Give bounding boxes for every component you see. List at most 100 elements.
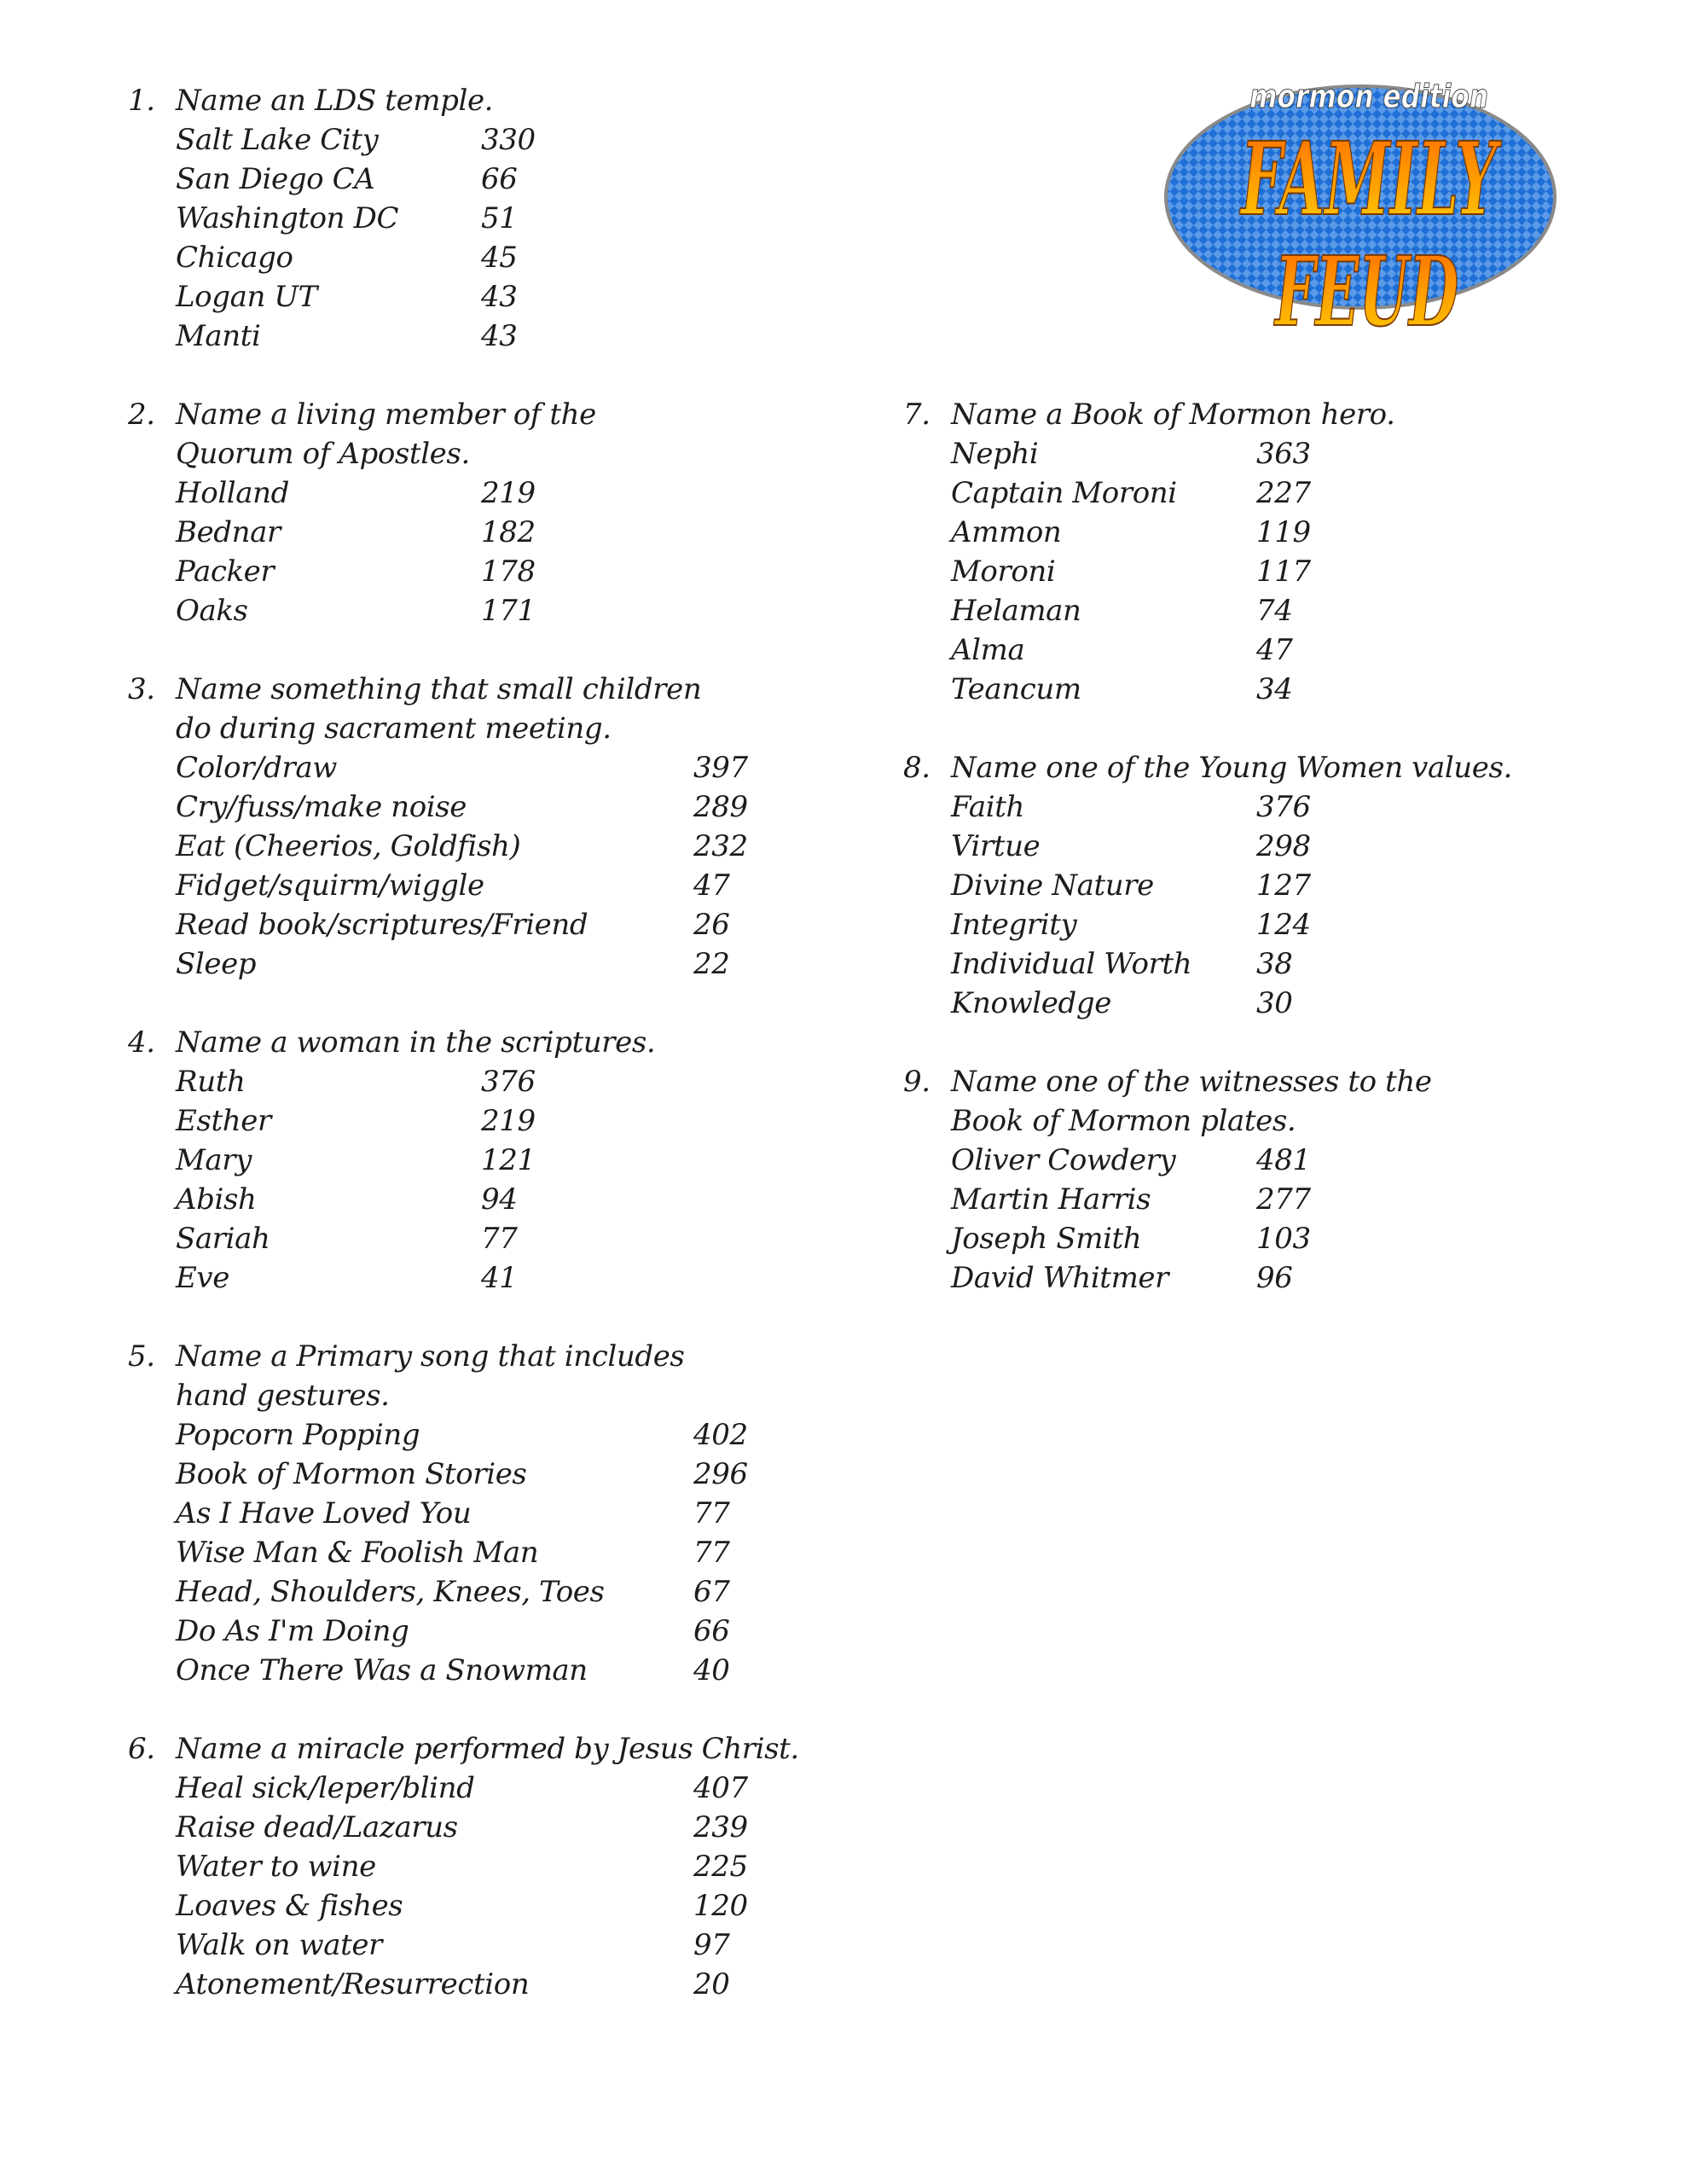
answer-row: Fidget/squirm/wiggle 47 <box>128 866 896 905</box>
answer-points: 120 <box>693 1889 748 1923</box>
answer-text: Joseph Smith <box>951 1222 1142 1256</box>
answer-row: Esther 219 <box>128 1101 896 1141</box>
question-number: 4. <box>128 1025 155 1060</box>
answer-points: 22 <box>693 947 730 981</box>
answer-text: San Diego CA <box>176 162 375 196</box>
answer-text: Wise Man & Foolish Man <box>176 1536 539 1570</box>
answer-text: Holland <box>176 476 290 510</box>
question-number: 9. <box>903 1065 930 1099</box>
question-line: 8. Name one of the Young Women values. <box>903 748 1654 787</box>
answer-text: Alma <box>951 633 1025 667</box>
answer-row: Mary 121 <box>128 1141 896 1180</box>
question-text: Name an LDS temple. <box>176 84 494 118</box>
question-line: 1. Name an LDS temple. <box>128 81 896 120</box>
question-number: 2. <box>128 398 155 432</box>
answer-row: Integrity 124 <box>903 905 1654 944</box>
question-block: 2. Name a living member of the Quorum of A… <box>128 395 896 630</box>
answer-text: Oaks <box>176 594 248 628</box>
answer-text: Ammon <box>951 515 1062 549</box>
question-line: hand gestures. <box>128 1376 896 1415</box>
answer-points: 289 <box>693 790 748 824</box>
question-line: Quorum of Apostles. <box>128 434 896 473</box>
question-block: 6. Name a miracle performed by Jesus Chri… <box>128 1729 896 2004</box>
answer-row: Packer 178 <box>128 552 896 591</box>
answer-row: Nephi 363 <box>903 434 1654 473</box>
answer-points: 77 <box>693 1496 730 1531</box>
answer-row: Holland 219 <box>128 473 896 513</box>
answer-row: Eve 41 <box>128 1258 896 1298</box>
answer-points: 178 <box>481 555 536 589</box>
question-line: 5. Name a Primary song that includes <box>128 1337 896 1376</box>
answer-text: Walk on water <box>176 1928 382 1962</box>
answer-points: 77 <box>481 1222 518 1256</box>
answer-row: Loaves & fishes 120 <box>128 1886 896 1926</box>
answer-text: Packer <box>176 555 275 589</box>
answer-row: Oaks 171 <box>128 591 896 630</box>
answer-points: 225 <box>693 1850 748 1884</box>
answer-text: Head, Shoulders, Knees, Toes <box>176 1575 605 1609</box>
answer-points: 277 <box>1256 1182 1311 1217</box>
answer-text: Ruth <box>176 1065 246 1099</box>
answer-points: 47 <box>693 868 730 903</box>
answer-text: Logan UT <box>176 280 317 314</box>
answer-row: Atonement/Resurrection 20 <box>128 1965 896 2004</box>
answer-points: 232 <box>693 829 748 863</box>
answer-row: Teancum 34 <box>903 670 1654 709</box>
answer-text: As I Have Loved You <box>176 1496 472 1531</box>
answer-text: Fidget/squirm/wiggle <box>176 868 484 903</box>
answer-row: Joseph Smith 103 <box>903 1219 1654 1258</box>
answer-text: Once There Was a Snowman <box>176 1653 588 1687</box>
answer-points: 43 <box>481 280 518 314</box>
answer-row: San Diego CA 66 <box>128 160 896 199</box>
question-text: Quorum of Apostles. <box>176 437 470 471</box>
answer-row: As I Have Loved You 77 <box>128 1494 896 1533</box>
answer-row: Faith 376 <box>903 787 1654 827</box>
right-column: 7. Name a Book of Mormon hero. Nephi 363 Cap… <box>903 395 1654 1337</box>
question-text: Book of Mormon plates. <box>951 1104 1296 1138</box>
answer-points: 66 <box>693 1614 730 1648</box>
question-text: Name one of the Young Women values. <box>951 751 1512 785</box>
answer-points: 239 <box>693 1810 748 1844</box>
answer-text: Sariah <box>176 1222 270 1256</box>
answer-row: Washington DC 51 <box>128 199 896 238</box>
answer-points: 103 <box>1256 1222 1311 1256</box>
answer-points: 96 <box>1256 1261 1293 1295</box>
answer-row: Water to wine 225 <box>128 1847 896 1886</box>
answer-text: Nephi <box>951 437 1039 471</box>
question-number: 6. <box>128 1732 155 1766</box>
question-text: do during sacrament meeting. <box>176 712 612 746</box>
question-text: Name one of the witnesses to the <box>951 1065 1432 1099</box>
answer-text: Book of Mormon Stories <box>176 1457 527 1491</box>
question-line: do during sacrament meeting. <box>128 709 896 748</box>
answer-points: 127 <box>1256 868 1311 903</box>
answer-text: David Whitmer <box>951 1261 1168 1295</box>
answer-row: Moroni 117 <box>903 552 1654 591</box>
answer-text: Popcorn Popping <box>176 1418 420 1452</box>
answer-row: David Whitmer 96 <box>903 1258 1654 1298</box>
logo-subtitle: mormon edition <box>1249 78 1488 115</box>
answer-points: 376 <box>1256 790 1311 824</box>
answer-row: Ruth 376 <box>128 1062 896 1101</box>
answer-row: Oliver Cowdery 481 <box>903 1141 1654 1180</box>
question-number: 8. <box>903 751 930 785</box>
answer-points: 41 <box>481 1261 518 1295</box>
question-block: 1. Name an LDS temple. Salt Lake City 330 Sa… <box>128 81 896 356</box>
question-block: 3. Name something that small children do d… <box>128 670 896 984</box>
question-text: Name something that small children <box>176 672 702 706</box>
answer-row: Individual Worth 38 <box>903 944 1654 984</box>
answer-row: Sariah 77 <box>128 1219 896 1258</box>
answer-row: Helaman 74 <box>903 591 1654 630</box>
answer-text: Eve <box>176 1261 229 1295</box>
answer-points: 26 <box>693 908 730 942</box>
answer-text: Read book/scriptures/Friend <box>176 908 588 942</box>
answer-row: Head, Shoulders, Knees, Toes 67 <box>128 1572 896 1612</box>
answer-points: 298 <box>1256 829 1311 863</box>
question-line: 3. Name something that small children <box>128 670 896 709</box>
question-text: Name a Primary song that includes <box>176 1339 685 1374</box>
answer-text: Washington DC <box>176 201 399 235</box>
answer-points: 481 <box>1256 1143 1311 1177</box>
answer-row: Manti 43 <box>128 317 896 356</box>
answer-points: 227 <box>1256 476 1311 510</box>
question-number: 1. <box>128 84 155 118</box>
answer-row: Popcorn Popping 402 <box>128 1415 896 1455</box>
